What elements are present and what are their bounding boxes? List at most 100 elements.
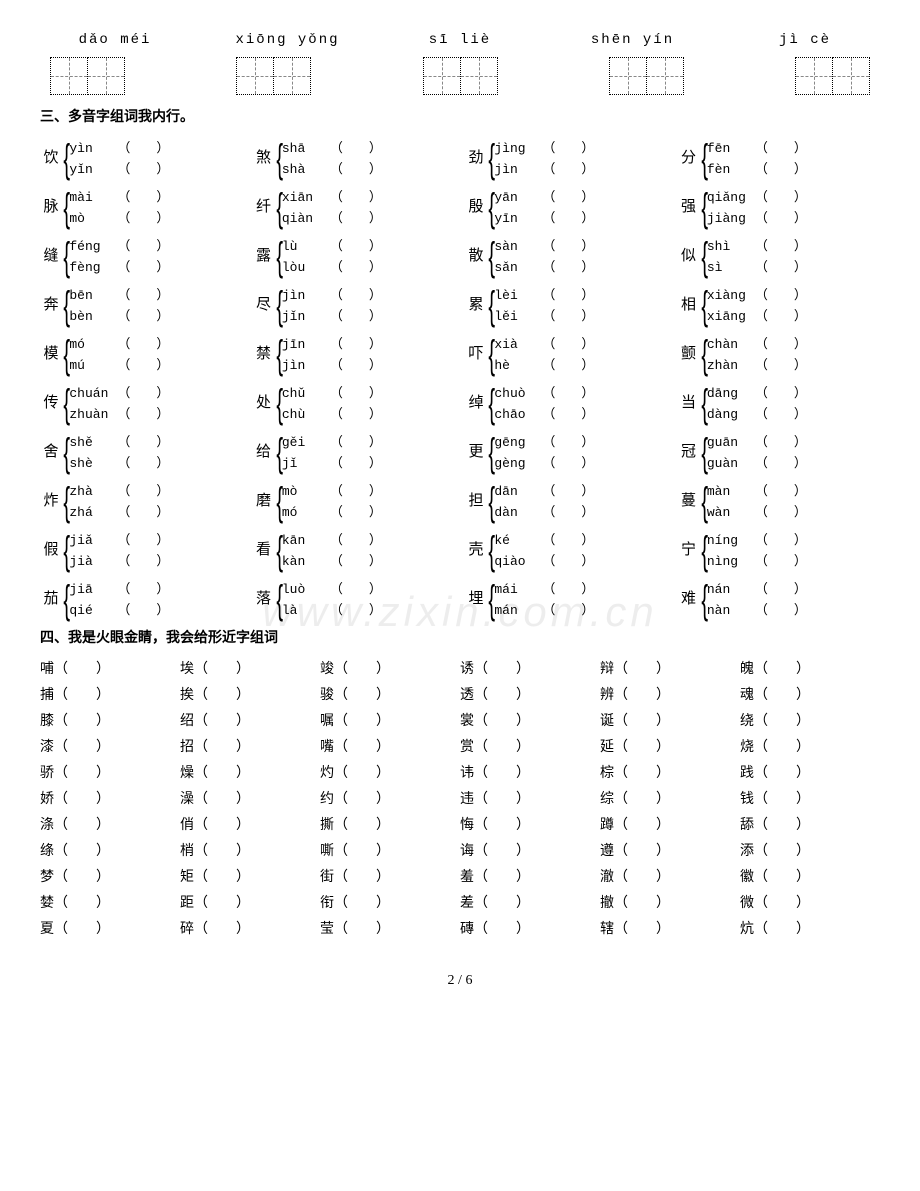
- poly-reading: jīn（ ）: [282, 334, 382, 355]
- similar-char: 违: [460, 792, 474, 807]
- brace-icon: {: [63, 482, 70, 522]
- poly-reading: mái（ ）: [494, 579, 594, 600]
- blank-paren: （ ）: [474, 867, 526, 888]
- poly-pinyin: shì: [707, 237, 755, 257]
- poly-pinyin: mán: [494, 601, 542, 621]
- blank-paren: （ ）: [542, 308, 594, 323]
- blank-paren: （ ）: [334, 841, 386, 862]
- poly-char: 吓: [465, 343, 487, 366]
- blank-paren: （ ）: [334, 867, 386, 888]
- blank-paren: （ ）: [474, 711, 526, 732]
- polyphonic-item: 模{mó（ ）mú（ ）: [40, 334, 243, 375]
- similar-char: 哺: [40, 662, 54, 677]
- similar-char-cell: 漆（ ）: [40, 737, 180, 758]
- similar-char-cell: 诱（ ）: [460, 659, 600, 680]
- poly-reading: dàng（ ）: [707, 404, 807, 425]
- blank-paren: （ ）: [542, 357, 594, 372]
- blank-paren: （ ）: [474, 919, 526, 940]
- blank-paren: （ ）: [542, 140, 594, 155]
- poly-reading: jìn（ ）: [494, 159, 594, 180]
- poly-reading: gēng（ ）: [494, 432, 594, 453]
- blank-paren: （ ）: [54, 737, 106, 758]
- poly-readings: jìn（ ）jǐn（ ）: [282, 285, 382, 326]
- poly-reading: qiào（ ）: [494, 551, 594, 572]
- similar-char-cell: 夏（ ）: [40, 919, 180, 940]
- blank-paren: （ ）: [54, 919, 106, 940]
- poly-pinyin: sǎn: [494, 258, 542, 278]
- similar-char: 矩: [180, 870, 194, 885]
- similar-char-cell: 辖（ ）: [600, 919, 740, 940]
- polyphonic-item: 茄{jiā（ ）qié（ ）: [40, 579, 243, 620]
- similar-char-cell: 撤（ ）: [600, 893, 740, 914]
- blank-paren: （ ）: [474, 737, 526, 758]
- poly-readings: màn（ ）wàn（ ）: [707, 481, 807, 522]
- similar-char: 莹: [320, 922, 334, 937]
- blank-paren: （ ）: [754, 659, 806, 680]
- poly-pinyin: mò: [282, 482, 330, 502]
- similar-char: 辖: [600, 922, 614, 937]
- polyphonic-table: 饮{yìn（ ）yǐn（ ）煞{shā（ ）shà（ ）劲{jìng（ ）jìn…: [40, 138, 880, 620]
- brace-icon: {: [488, 188, 495, 228]
- similar-char: 骄: [40, 766, 54, 781]
- polyphonic-item: 纤{xiān（ ）qiàn（ ）: [253, 187, 456, 228]
- brace-icon: {: [488, 286, 495, 326]
- poly-readings: dāng（ ）dàng（ ）: [707, 383, 807, 424]
- blank-paren: （ ）: [54, 841, 106, 862]
- poly-reading: chàn（ ）: [707, 334, 807, 355]
- poly-char: 纤: [253, 196, 275, 219]
- poly-reading: zhá（ ）: [69, 502, 169, 523]
- poly-readings: lèi（ ）lěi（ ）: [494, 285, 594, 326]
- poly-pinyin: zhuàn: [69, 405, 117, 425]
- blank-paren: （ ）: [330, 189, 382, 204]
- blank-paren: （ ）: [614, 737, 666, 758]
- grid-cell: [236, 57, 274, 95]
- blank-paren: （ ）: [614, 711, 666, 732]
- brace-icon: {: [701, 482, 708, 522]
- blank-paren: （ ）: [755, 602, 807, 617]
- blank-paren: （ ）: [614, 685, 666, 706]
- poly-reading: kān（ ）: [282, 530, 382, 551]
- poly-pinyin: dāng: [707, 384, 755, 404]
- poly-pinyin: xiāng: [707, 307, 755, 327]
- poly-readings: yìn（ ）yǐn（ ）: [69, 138, 169, 179]
- polyphonic-item: 磨{mò（ ）mó（ ）: [253, 481, 456, 522]
- poly-pinyin: fèng: [69, 258, 117, 278]
- similar-char: 辩: [600, 662, 614, 677]
- poly-pinyin: yìn: [69, 139, 117, 159]
- blank-paren: （ ）: [614, 867, 666, 888]
- poly-pinyin: chāo: [494, 405, 542, 425]
- poly-reading: jìng（ ）: [494, 138, 594, 159]
- blank-paren: （ ）: [755, 483, 807, 498]
- polyphonic-item: 似{shì（ ）sì（ ）: [678, 236, 881, 277]
- blank-paren: （ ）: [330, 308, 382, 323]
- poly-reading: qiǎng（ ）: [707, 187, 807, 208]
- poly-readings: jiǎ（ ）jià（ ）: [69, 530, 169, 571]
- similar-char: 埃: [180, 662, 194, 677]
- blank-paren: （ ）: [194, 919, 246, 940]
- polyphonic-item: 尽{jìn（ ）jǐn（ ）: [253, 285, 456, 326]
- poly-pinyin: kàn: [282, 552, 330, 572]
- pinyin-label: xiōng yǒng: [223, 30, 353, 51]
- poly-char: 冠: [678, 441, 700, 464]
- similar-char-cell: 棕（ ）: [600, 763, 740, 784]
- similar-char: 梢: [180, 844, 194, 859]
- poly-pinyin: gèng: [494, 454, 542, 474]
- poly-char: 劲: [465, 147, 487, 170]
- poly-reading: dāng（ ）: [707, 383, 807, 404]
- poly-char: 舍: [40, 441, 62, 464]
- similar-char-cell: 徽（ ）: [740, 867, 880, 888]
- poly-reading: wàn（ ）: [707, 502, 807, 523]
- blank-paren: （ ）: [117, 455, 169, 470]
- pinyin-label: dǎo méi: [50, 30, 180, 51]
- blank-paren: （ ）: [117, 553, 169, 568]
- blank-paren: （ ）: [330, 385, 382, 400]
- brace-icon: {: [276, 237, 283, 277]
- poly-pinyin: mó: [282, 503, 330, 523]
- blank-paren: （ ）: [755, 455, 807, 470]
- similar-char-cell: 违（ ）: [460, 789, 600, 810]
- poly-reading: jiǎ（ ）: [69, 530, 169, 551]
- brace-icon: {: [63, 433, 70, 473]
- blank-paren: （ ）: [330, 140, 382, 155]
- poly-char: 分: [678, 147, 700, 170]
- brace-icon: {: [488, 433, 495, 473]
